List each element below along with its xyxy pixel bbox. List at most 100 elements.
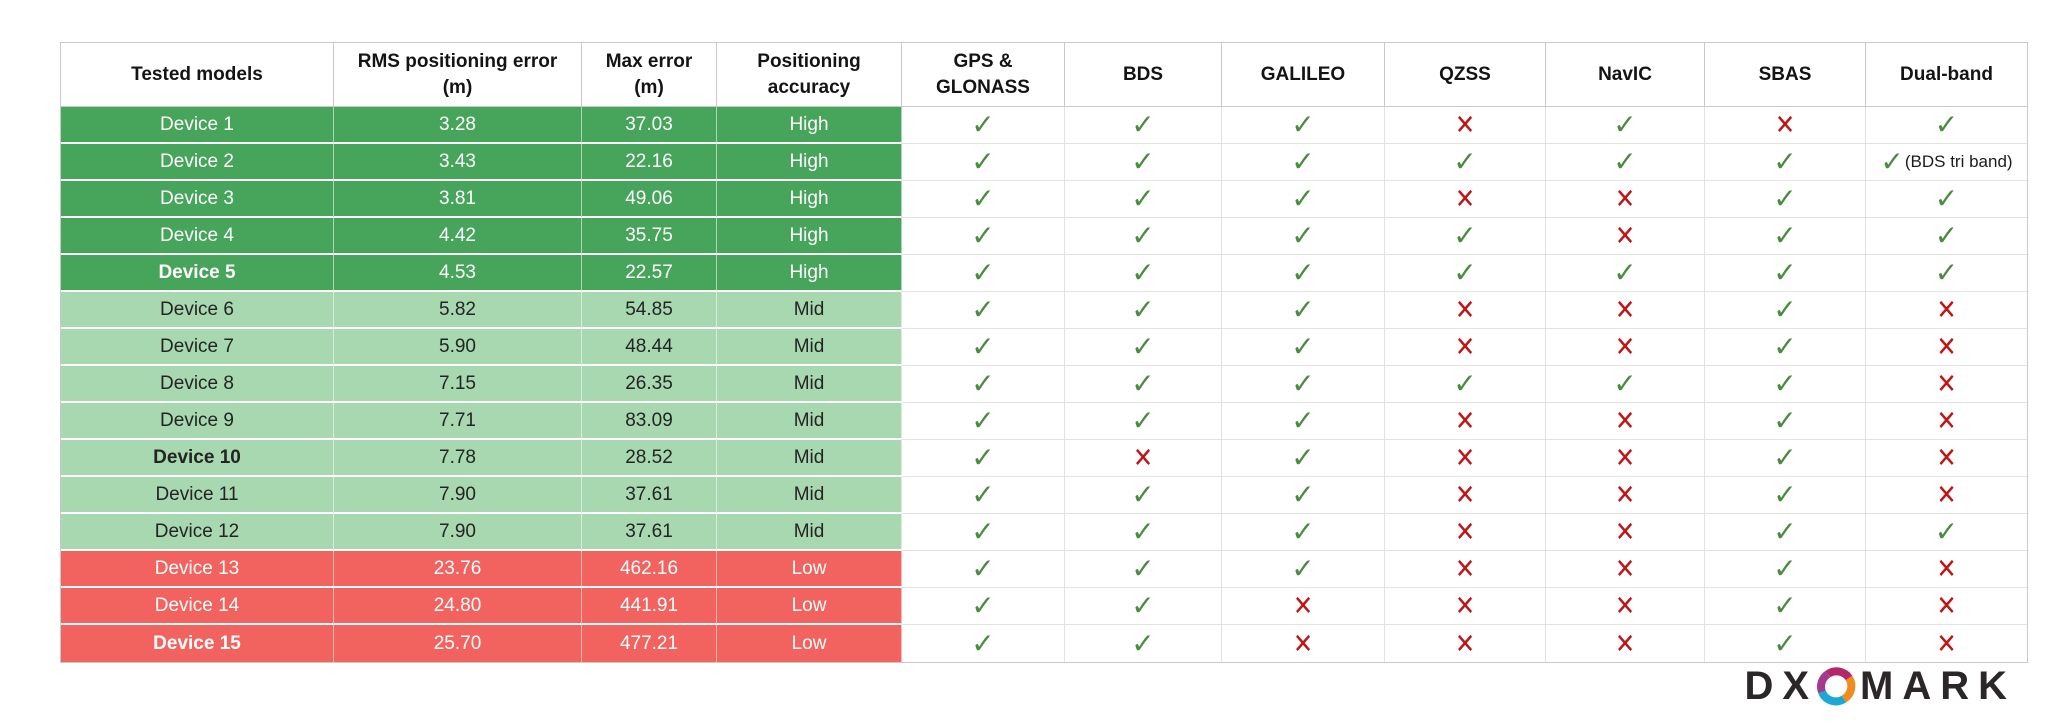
check-icon: ✓ (1773, 626, 1797, 660)
check-icon: ✓ (971, 404, 995, 437)
rms-error-cell: 7.15 (334, 366, 582, 403)
constellation-cell-dual-band: ✓ (1866, 181, 2027, 218)
accuracy-cell: Mid (717, 440, 902, 477)
check-icon: ✓ (1773, 182, 1797, 215)
constellation-cell-bds: ✓ (1065, 625, 1222, 662)
column-header-gps-glonass: GPS & GLONASS (902, 43, 1065, 107)
max-error-cell: 35.75 (582, 218, 717, 255)
check-icon: ✓ (971, 256, 995, 289)
max-error-cell: 83.09 (582, 403, 717, 440)
max-error-cell: 54.85 (582, 292, 717, 329)
check-icon: ✓ (1613, 145, 1637, 178)
check-icon: ✓ (1131, 182, 1155, 215)
table-row: Device 1 3.28 37.03 High ✓ ✓ ✓ ✕ ✓ ✕ ✓ (61, 107, 2027, 144)
max-error-cell: 462.16 (582, 551, 717, 588)
constellation-cell-galileo: ✓ (1222, 440, 1385, 477)
gnss-comparison-table: Tested models RMS positioning error (m) Ma… (60, 42, 2028, 663)
check-icon: ✓ (1131, 330, 1155, 363)
check-icon: ✓ (1773, 256, 1797, 289)
constellation-cell-galileo: ✓ (1222, 107, 1385, 144)
accuracy-cell: High (717, 255, 902, 292)
constellation-cell-qzss: ✕ (1385, 477, 1546, 514)
cross-icon: ✕ (1614, 552, 1636, 586)
accuracy-cell: Low (717, 588, 902, 625)
max-error-cell: 37.61 (582, 477, 717, 514)
check-icon: ✓ (1291, 478, 1315, 511)
check-icon: ✓ (1131, 589, 1155, 622)
check-icon: ✓ (971, 515, 995, 548)
check-icon: ✓ (1773, 219, 1797, 252)
logo-text-right: MARK (1860, 664, 2016, 708)
table-row: Device 5 4.53 22.57 High ✓ ✓ ✓ ✓ ✓ ✓ ✓ (61, 255, 2027, 292)
constellation-cell-qzss: ✕ (1385, 403, 1546, 440)
constellation-cell-gps-glonass: ✓ (902, 255, 1065, 292)
constellation-cell-qzss: ✕ (1385, 588, 1546, 625)
cross-icon: ✕ (1936, 367, 1957, 401)
table-row: Device 12 7.90 37.61 Mid ✓ ✓ ✓ ✕ ✕ ✓ ✓ (61, 514, 2027, 551)
constellation-cell-gps-glonass: ✓ (902, 477, 1065, 514)
model-cell: Device 3 (61, 181, 334, 218)
constellation-cell-gps-glonass: ✓ (902, 588, 1065, 625)
check-icon: ✓ (1131, 515, 1155, 548)
table-header-row: Tested models RMS positioning error (m) Ma… (61, 43, 2027, 107)
check-icon: ✓ (971, 589, 995, 622)
check-icon: ✓ (1291, 330, 1315, 363)
constellation-cell-bds: ✓ (1065, 477, 1222, 514)
constellation-cell-dual-band: ✓(BDS tri band) (1866, 144, 2027, 181)
constellation-cell-sbas: ✓ (1705, 477, 1866, 514)
constellation-cell-galileo: ✓ (1222, 514, 1385, 551)
check-icon: ✓ (971, 145, 995, 178)
cross-icon: ✕ (1614, 627, 1636, 660)
check-icon: ✓ (1291, 108, 1315, 141)
constellation-cell-gps-glonass: ✓ (902, 366, 1065, 403)
constellation-cell-bds: ✓ (1065, 366, 1222, 403)
constellation-cell-sbas: ✓ (1705, 292, 1866, 329)
check-icon: ✓ (1131, 404, 1155, 437)
constellation-cell-gps-glonass: ✓ (902, 440, 1065, 477)
column-header-tested-models: Tested models (61, 43, 334, 107)
cross-icon: ✕ (1614, 404, 1636, 438)
rms-error-cell: 4.42 (334, 218, 582, 255)
model-cell: Device 15 (61, 625, 334, 662)
cross-icon: ✕ (1614, 589, 1636, 623)
constellation-cell-dual-band: ✕ (1866, 403, 2027, 440)
cross-icon: ✕ (1614, 441, 1636, 475)
constellation-cell-navic: ✕ (1546, 625, 1705, 662)
constellation-cell-gps-glonass: ✓ (902, 107, 1065, 144)
cross-icon: ✕ (1614, 219, 1636, 253)
check-icon: ✓ (971, 108, 995, 141)
constellation-cell-galileo: ✓ (1222, 218, 1385, 255)
constellation-cell-bds: ✓ (1065, 181, 1222, 218)
column-header-qzss: QZSS (1385, 43, 1546, 107)
check-icon: ✓ (1934, 182, 1959, 215)
constellation-cell-dual-band: ✕ (1866, 440, 2027, 477)
check-icon: ✓ (1880, 145, 1904, 178)
constellation-cell-bds: ✓ (1065, 403, 1222, 440)
table-row: Device 3 3.81 49.06 High ✓ ✓ ✓ ✕ ✕ ✓ ✓ (61, 181, 2027, 218)
model-cell: Device 12 (61, 514, 334, 551)
check-icon: ✓ (1934, 256, 1959, 289)
accuracy-cell: Mid (717, 366, 902, 403)
constellation-cell-sbas: ✓ (1705, 403, 1866, 440)
accuracy-cell: Mid (717, 403, 902, 440)
accuracy-cell: Mid (717, 477, 902, 514)
column-header-bds: BDS (1065, 43, 1222, 107)
model-cell: Device 13 (61, 551, 334, 588)
check-icon: ✓ (1291, 219, 1315, 252)
constellation-cell-galileo: ✓ (1222, 181, 1385, 218)
accuracy-cell: High (717, 107, 902, 144)
accuracy-cell: High (717, 144, 902, 181)
constellation-cell-navic: ✕ (1546, 292, 1705, 329)
rms-error-cell: 3.28 (334, 107, 582, 144)
check-icon: ✓ (971, 219, 995, 252)
constellation-cell-navic: ✕ (1546, 403, 1705, 440)
constellation-cell-sbas: ✓ (1705, 514, 1866, 551)
constellation-cell-qzss: ✕ (1385, 329, 1546, 366)
constellation-cell-navic: ✕ (1546, 477, 1705, 514)
constellation-cell-navic: ✓ (1546, 107, 1705, 144)
cross-icon: ✕ (1936, 478, 1957, 512)
check-icon: ✓ (971, 478, 995, 511)
check-icon: ✓ (1131, 145, 1155, 178)
table-row: Device 2 3.43 22.16 High ✓ ✓ ✓ ✓ ✓ ✓ ✓(BDS tri ban… (61, 144, 2027, 181)
check-icon: ✓ (1131, 367, 1155, 400)
